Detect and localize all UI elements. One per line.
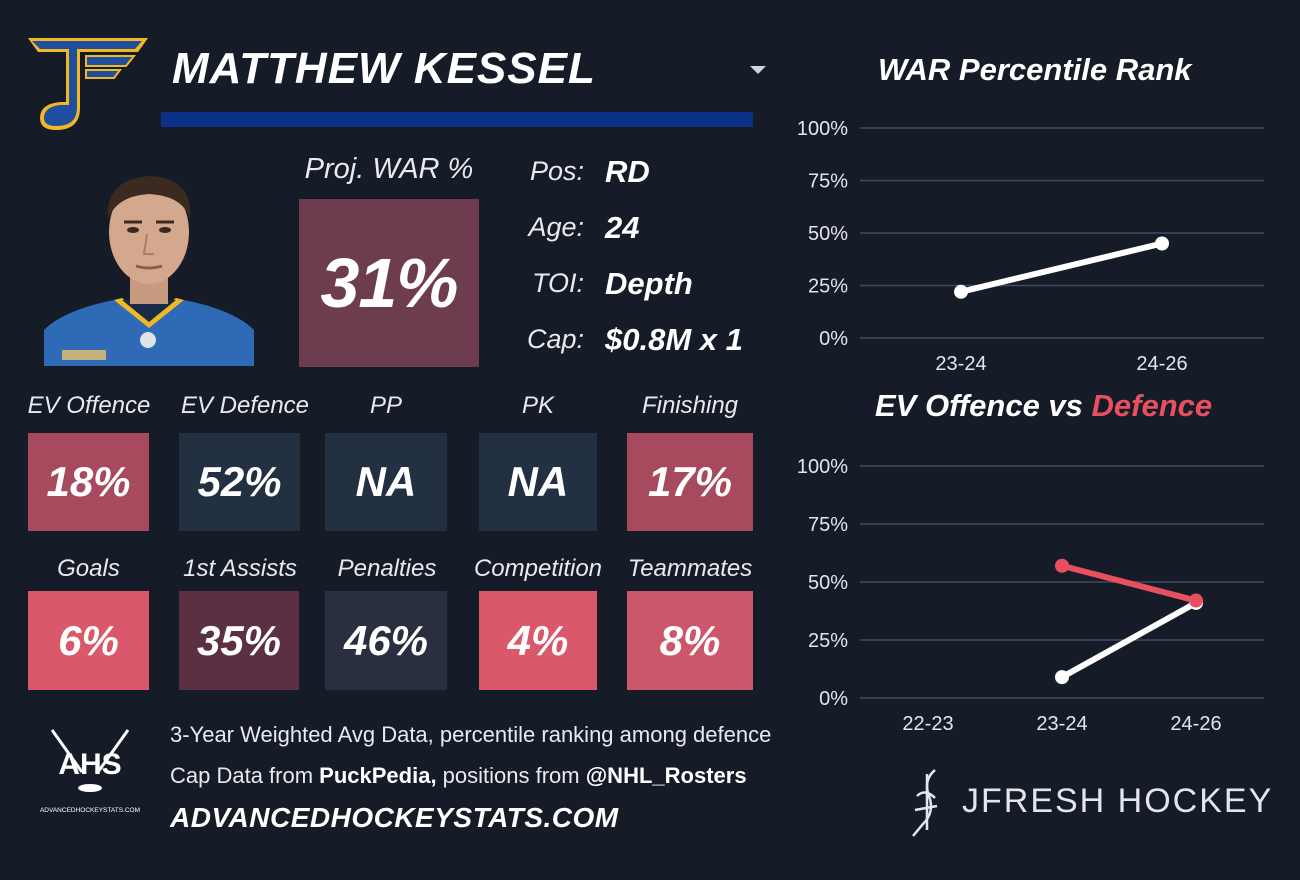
teammates-value: 8% xyxy=(659,616,721,664)
age-label: Age: xyxy=(528,212,584,242)
x-tick-label: 24-26 xyxy=(1170,713,1221,735)
y-tick-label: 0% xyxy=(819,328,848,350)
y-tick-label: 50% xyxy=(808,572,848,594)
penalties-value: 46% xyxy=(343,616,429,664)
teammates-tile: 8% xyxy=(627,591,753,690)
finishing-value: 17% xyxy=(647,458,733,505)
ev-defence-label: EV Defence xyxy=(180,392,310,419)
y-tick-label: 25% xyxy=(808,276,848,298)
finishing-tile: 17% xyxy=(627,433,753,531)
y-tick-label: 0% xyxy=(819,688,848,710)
war-chart-title: WAR Percentile Rank xyxy=(878,52,1192,87)
age-value: 24 xyxy=(605,210,640,245)
ev-chart-title-offence: EV Offence vs xyxy=(875,388,1092,423)
penalties-label: Penalties xyxy=(337,555,437,582)
pos-label: Pos: xyxy=(529,156,584,186)
y-tick-label: 100% xyxy=(797,118,848,140)
pk-value: NA xyxy=(507,458,569,505)
data-point xyxy=(1055,670,1069,685)
data-point xyxy=(1189,593,1203,608)
data-point xyxy=(954,284,968,299)
ev-offence-value: 18% xyxy=(46,458,131,505)
pk-tile: NA xyxy=(479,433,597,531)
cap-label: Cap: xyxy=(526,324,584,354)
jfresh-logo-icon xyxy=(905,766,945,838)
teammates-label: Teammates xyxy=(627,555,753,582)
proj-war-label: Proj. WAR % xyxy=(304,153,474,185)
toi-label: TOI: xyxy=(531,268,584,298)
first-assists-tile: 35% xyxy=(179,591,299,690)
chevron-down-icon[interactable] xyxy=(750,66,766,74)
ev-defence-value: 52% xyxy=(197,458,282,505)
penalties-tile: 46% xyxy=(325,591,447,690)
data-point xyxy=(1055,558,1069,573)
team-logo xyxy=(26,34,152,134)
jfresh-brand: JFRESH HOCKEY xyxy=(962,782,1274,820)
series-line-1 xyxy=(1059,599,1199,681)
footer-note-2: Cap Data from PuckPedia, positions from … xyxy=(170,763,747,789)
y-tick-label: 100% xyxy=(797,456,848,478)
player-name: MATTHEW KESSEL xyxy=(172,44,596,93)
x-tick-label: 23-24 xyxy=(1036,713,1087,735)
first-assists-value: 35% xyxy=(196,616,282,664)
y-tick-label: 50% xyxy=(808,223,848,245)
cap-value: $0.8M x 1 xyxy=(605,322,743,357)
proj-war-value: 31% xyxy=(320,244,458,322)
ahs-logo-subtext: ADVANCEDHOCKEYSTATS.COM xyxy=(40,807,140,814)
competition-tile: 4% xyxy=(479,591,597,690)
ev-offence-tile: 18% xyxy=(28,433,149,531)
goals-label: Goals xyxy=(57,555,120,582)
war-percentile-chart: 0% 25% 50% 75% 100% 23-24 24-26 xyxy=(797,118,1264,375)
y-tick-label: 25% xyxy=(808,630,848,652)
ev-chart-title-defence: Defence xyxy=(1091,388,1213,423)
ev-defence-tile: 52% xyxy=(179,433,300,531)
pp-label: PP xyxy=(369,392,402,419)
pos-value: RD xyxy=(605,154,650,189)
x-tick-label: 22-23 xyxy=(902,713,953,735)
ahs-logo: AHS ADVANCEDHOCKEYSTATS.COM xyxy=(38,726,142,818)
goals-value: 6% xyxy=(58,616,119,664)
series-line-2 xyxy=(1059,562,1199,604)
competition-value: 4% xyxy=(507,616,569,664)
pp-tile: NA xyxy=(325,433,447,531)
x-tick-label: 23-24 xyxy=(935,353,986,375)
data-point xyxy=(1155,236,1169,251)
site-url[interactable]: ADVANCEDHOCKEYSTATS.COM xyxy=(170,802,619,833)
ev-offence-label: EV Offence xyxy=(27,392,151,419)
goals-tile: 6% xyxy=(28,591,149,690)
ev-offence-defence-chart: 0% 25% 50% 75% 100% 22-23 23-24 24-26 xyxy=(797,456,1264,735)
y-tick-label: 75% xyxy=(808,171,848,193)
player-photo xyxy=(44,150,254,366)
name-underline xyxy=(161,112,753,127)
first-assists-label: 1st Assists xyxy=(183,555,297,582)
puckpedia-link[interactable]: PuckPedia, xyxy=(319,763,437,788)
footer-note-2-middle: positions from xyxy=(436,763,586,788)
footer-note-2-prefix: Cap Data from xyxy=(170,763,320,788)
nhl-rosters-link[interactable]: @NHL_Rosters xyxy=(585,763,747,788)
ahs-logo-text: AHS xyxy=(58,748,121,781)
toi-value: Depth xyxy=(605,266,693,301)
pk-label: PK xyxy=(521,392,554,419)
proj-war-box: 31% xyxy=(299,199,479,367)
y-tick-label: 75% xyxy=(808,514,848,536)
finishing-label: Finishing xyxy=(641,392,739,419)
x-tick-label: 24-26 xyxy=(1136,353,1187,375)
competition-label: Competition xyxy=(473,555,603,582)
pp-value: NA xyxy=(355,458,417,505)
series-line-1 xyxy=(958,240,1165,295)
ev-chart-title: EV Offence vs Defence xyxy=(875,388,1212,424)
footer-note-1: 3-Year Weighted Avg Data, percentile ran… xyxy=(170,722,772,747)
